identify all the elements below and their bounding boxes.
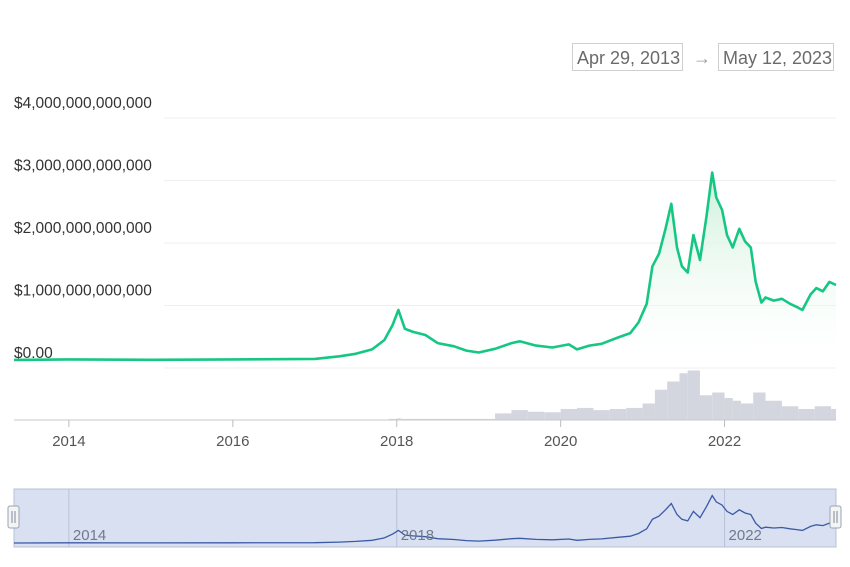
volume-bar: [781, 406, 799, 420]
volume-bar: [798, 409, 815, 420]
x-tick-label: 2020: [544, 433, 577, 450]
volume-bar: [753, 392, 766, 420]
volume-bar: [667, 381, 680, 420]
volume-bar: [831, 409, 836, 420]
area-fill: [14, 172, 836, 360]
navigator-line: [13, 494, 837, 544]
volume-bar: [609, 409, 627, 420]
x-tick-label: 2016: [216, 433, 249, 450]
volume-bar: [544, 412, 561, 420]
volume-bar: [527, 411, 545, 420]
range-start-input[interactable]: Apr 29, 2013: [572, 43, 683, 71]
series-line: [13, 171, 837, 362]
range-arrow-icon: →: [693, 48, 711, 68]
volume-bar: [732, 400, 741, 420]
navigator-series-line: [13, 494, 837, 544]
volume-bar: [577, 407, 594, 420]
volume-bar: [626, 407, 643, 420]
y-tick-label: $2,000,000,000,000: [14, 220, 152, 237]
volume-bar: [687, 370, 700, 420]
volume-bar: [400, 418, 496, 420]
navigator-left-handle[interactable]: [7, 505, 20, 529]
volume-bar: [699, 395, 713, 420]
y-axis-labels: $0.00 $1,000,000,000,000 $2,000,000,000,00…: [14, 95, 152, 362]
x-tick-label: 2018: [380, 433, 413, 450]
volume-bar: [712, 392, 725, 420]
navigator-gridlines: [68, 489, 726, 547]
volume-bar: [679, 373, 688, 420]
navigator-background: [13, 488, 837, 548]
navigator-label: 2018: [401, 527, 434, 544]
y-tick-label: $1,000,000,000,000: [14, 283, 152, 300]
volume-bar: [765, 400, 782, 420]
volume-bar: [560, 409, 578, 420]
y-tick-label: $3,000,000,000,000: [14, 158, 152, 175]
x-tick-label: 2022: [708, 433, 741, 450]
navigator-label: 2014: [73, 527, 106, 544]
navigator-labels: 2014 2018 2022: [73, 527, 762, 544]
navigator-right-handle[interactable]: [829, 505, 842, 529]
market-cap-line: [13, 171, 837, 362]
volume-bar: [396, 418, 401, 420]
y-tick-label: $0.00: [14, 345, 53, 362]
volume-bar: [814, 406, 832, 420]
market-cap-area: [14, 172, 836, 360]
volume-bar: [654, 389, 668, 420]
x-axis-ticks: [68, 420, 726, 427]
volume-bar: [740, 403, 754, 420]
volume-bar: [593, 410, 610, 420]
volume-bar: [388, 418, 397, 420]
volume-bar: [511, 410, 528, 420]
volume-bar: [724, 398, 733, 420]
x-tick-label: 2014: [52, 433, 85, 450]
x-axis-labels: 2014 2016 2018 2020 2022: [52, 433, 741, 450]
volume-bar: [642, 403, 655, 420]
y-tick-label: $4,000,000,000,000: [14, 95, 152, 112]
range-end-input[interactable]: May 12, 2023: [718, 43, 834, 71]
navigator-label: 2022: [729, 527, 762, 544]
navigator[interactable]: 2014 2018 2022: [7, 488, 842, 548]
volume-bars: [388, 370, 836, 420]
volume-bar: [495, 413, 512, 420]
